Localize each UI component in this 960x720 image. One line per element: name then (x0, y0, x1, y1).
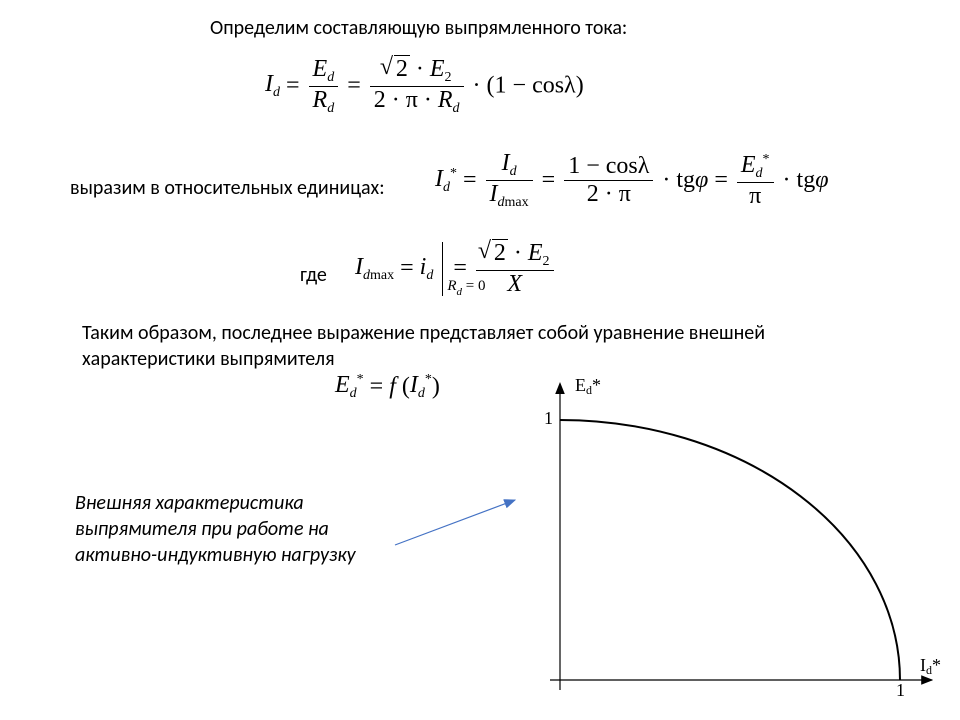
x-axis-label: Id* (920, 655, 941, 678)
intro-text-1: Определим составляющую выпрямленного ток… (210, 15, 627, 41)
x-tick-1: 1 (896, 680, 905, 701)
formula-ed-f-id: Ed* = f (Id*) (335, 372, 440, 402)
formula-id-star: Id* = Id Idmax = 1 − cosλ 2 · π · tgφ = … (435, 150, 829, 211)
intro-text-2: выразим в относительных единицах: (70, 175, 385, 201)
y-axis-label: Ed* (575, 375, 601, 398)
conclusion-text: Таким образом, последнее выражение предс… (82, 320, 872, 372)
formula-idmax: Idmax = id Rd = 0 = 2 · E2 X (355, 239, 557, 298)
formula-id: Id = Ed Rd = 2 · E2 2 · π · Rd · (1 − co… (265, 55, 584, 117)
external-characteristic-chart: Ed* Id* 1 1 (540, 380, 940, 700)
y-tick-1: 1 (544, 408, 553, 429)
graph-caption: Внешняя характеристика выпрямителя при р… (75, 490, 395, 568)
where-label: где (300, 262, 327, 288)
